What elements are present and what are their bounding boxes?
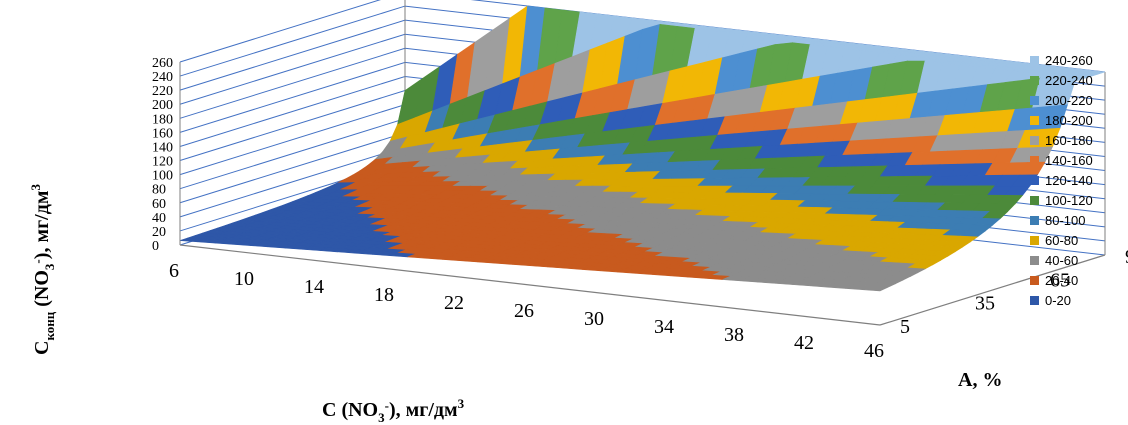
legend-item: 180-200 [1030, 112, 1093, 129]
legend-swatch [1030, 56, 1039, 65]
legend-item: 60-80 [1030, 232, 1078, 249]
legend-swatch [1030, 136, 1039, 145]
z-tick-label: 100 [152, 169, 173, 184]
legend-item: 160-180 [1030, 132, 1093, 149]
z-tick-label: 60 [152, 197, 166, 212]
x-axis-line [179, 244, 881, 326]
x-tick-label: 26 [514, 300, 534, 322]
legend-item: 220-240 [1030, 72, 1093, 89]
z-tick-label: 80 [152, 183, 166, 198]
x-tick-label: 46 [864, 340, 884, 362]
x-tick-label: 34 [654, 316, 674, 338]
x-tick-label: 10 [234, 268, 254, 290]
legend-swatch [1030, 156, 1039, 165]
legend-label: 60-80 [1045, 233, 1079, 248]
y-axis-line [879, 254, 1106, 326]
x-axis-title: C (NO3-), мг/дм3 [322, 396, 465, 425]
legend-label: 220-240 [1045, 73, 1093, 88]
chart-axes [179, 62, 1106, 326]
legend-swatch [1030, 296, 1039, 305]
legend-item: 20-40 [1030, 272, 1078, 289]
legend-swatch [1030, 216, 1039, 225]
z-tick-label: 180 [152, 112, 173, 127]
legend-swatch [1030, 276, 1039, 285]
z-tick-label: 120 [152, 155, 173, 170]
x-tick-label: 18 [374, 284, 394, 306]
legend-label: 140-160 [1045, 153, 1093, 168]
z-axis-title: Cконц (NO3-), мг/дм3 [28, 184, 57, 355]
legend-label: 100-120 [1045, 193, 1093, 208]
legend-item: 120-140 [1030, 172, 1093, 189]
z-tick-label: 260 [152, 56, 173, 71]
y-tick-label: 5 [900, 316, 910, 338]
legend-item: 40-60 [1030, 252, 1078, 269]
y-tick-label: 35 [975, 293, 995, 315]
z-tick-label: 140 [152, 140, 173, 155]
surface-cell [862, 285, 888, 292]
y-tick-label: 65 [1050, 269, 1070, 291]
legend-swatch [1030, 176, 1039, 185]
legend-swatch [1030, 196, 1039, 205]
legend-swatch [1030, 256, 1039, 265]
legend-item: 100-120 [1030, 192, 1093, 209]
z-tick-label: 0 [152, 239, 159, 254]
z-tick-label: 240 [152, 70, 173, 85]
y-axis-title: A, % [958, 369, 1002, 391]
legend-label: 20-40 [1045, 273, 1079, 288]
legend-item: 80-100 [1030, 212, 1085, 229]
x-tick-label: 30 [584, 308, 604, 330]
legend-label: 200-220 [1045, 93, 1093, 108]
z-tick-label: 20 [152, 225, 166, 240]
legend-label: 160-180 [1045, 133, 1093, 148]
z-tick-label: 40 [152, 211, 166, 226]
y-tick-label: 95 [1125, 246, 1128, 268]
legend-label: 40-60 [1045, 253, 1079, 268]
legend-label: 120-140 [1045, 173, 1093, 188]
legend-swatch [1030, 76, 1039, 85]
z-tick-label: 220 [152, 84, 173, 99]
legend-swatch [1030, 236, 1039, 245]
x-tick-label: 6 [169, 260, 179, 282]
legend-swatch [1030, 116, 1039, 125]
legend-item: 240-260 [1030, 52, 1093, 69]
legend-item: 140-160 [1030, 152, 1093, 169]
surface-plot [179, 5, 1106, 292]
x-tick-label: 38 [724, 324, 744, 346]
legend-swatch [1030, 96, 1039, 105]
legend-label: 0-20 [1045, 293, 1072, 308]
z-tick-label: 200 [152, 98, 173, 113]
x-tick-label: 42 [794, 332, 814, 354]
x-tick-label: 14 [304, 276, 324, 298]
legend-label: 180-200 [1045, 113, 1093, 128]
z-tick-label: 160 [152, 126, 173, 141]
legend-label: 240-260 [1045, 53, 1093, 68]
legend-item: 0-20 [1030, 292, 1071, 309]
legend-item: 200-220 [1030, 92, 1093, 109]
x-tick-label: 22 [444, 292, 464, 314]
legend-label: 80-100 [1045, 213, 1086, 228]
